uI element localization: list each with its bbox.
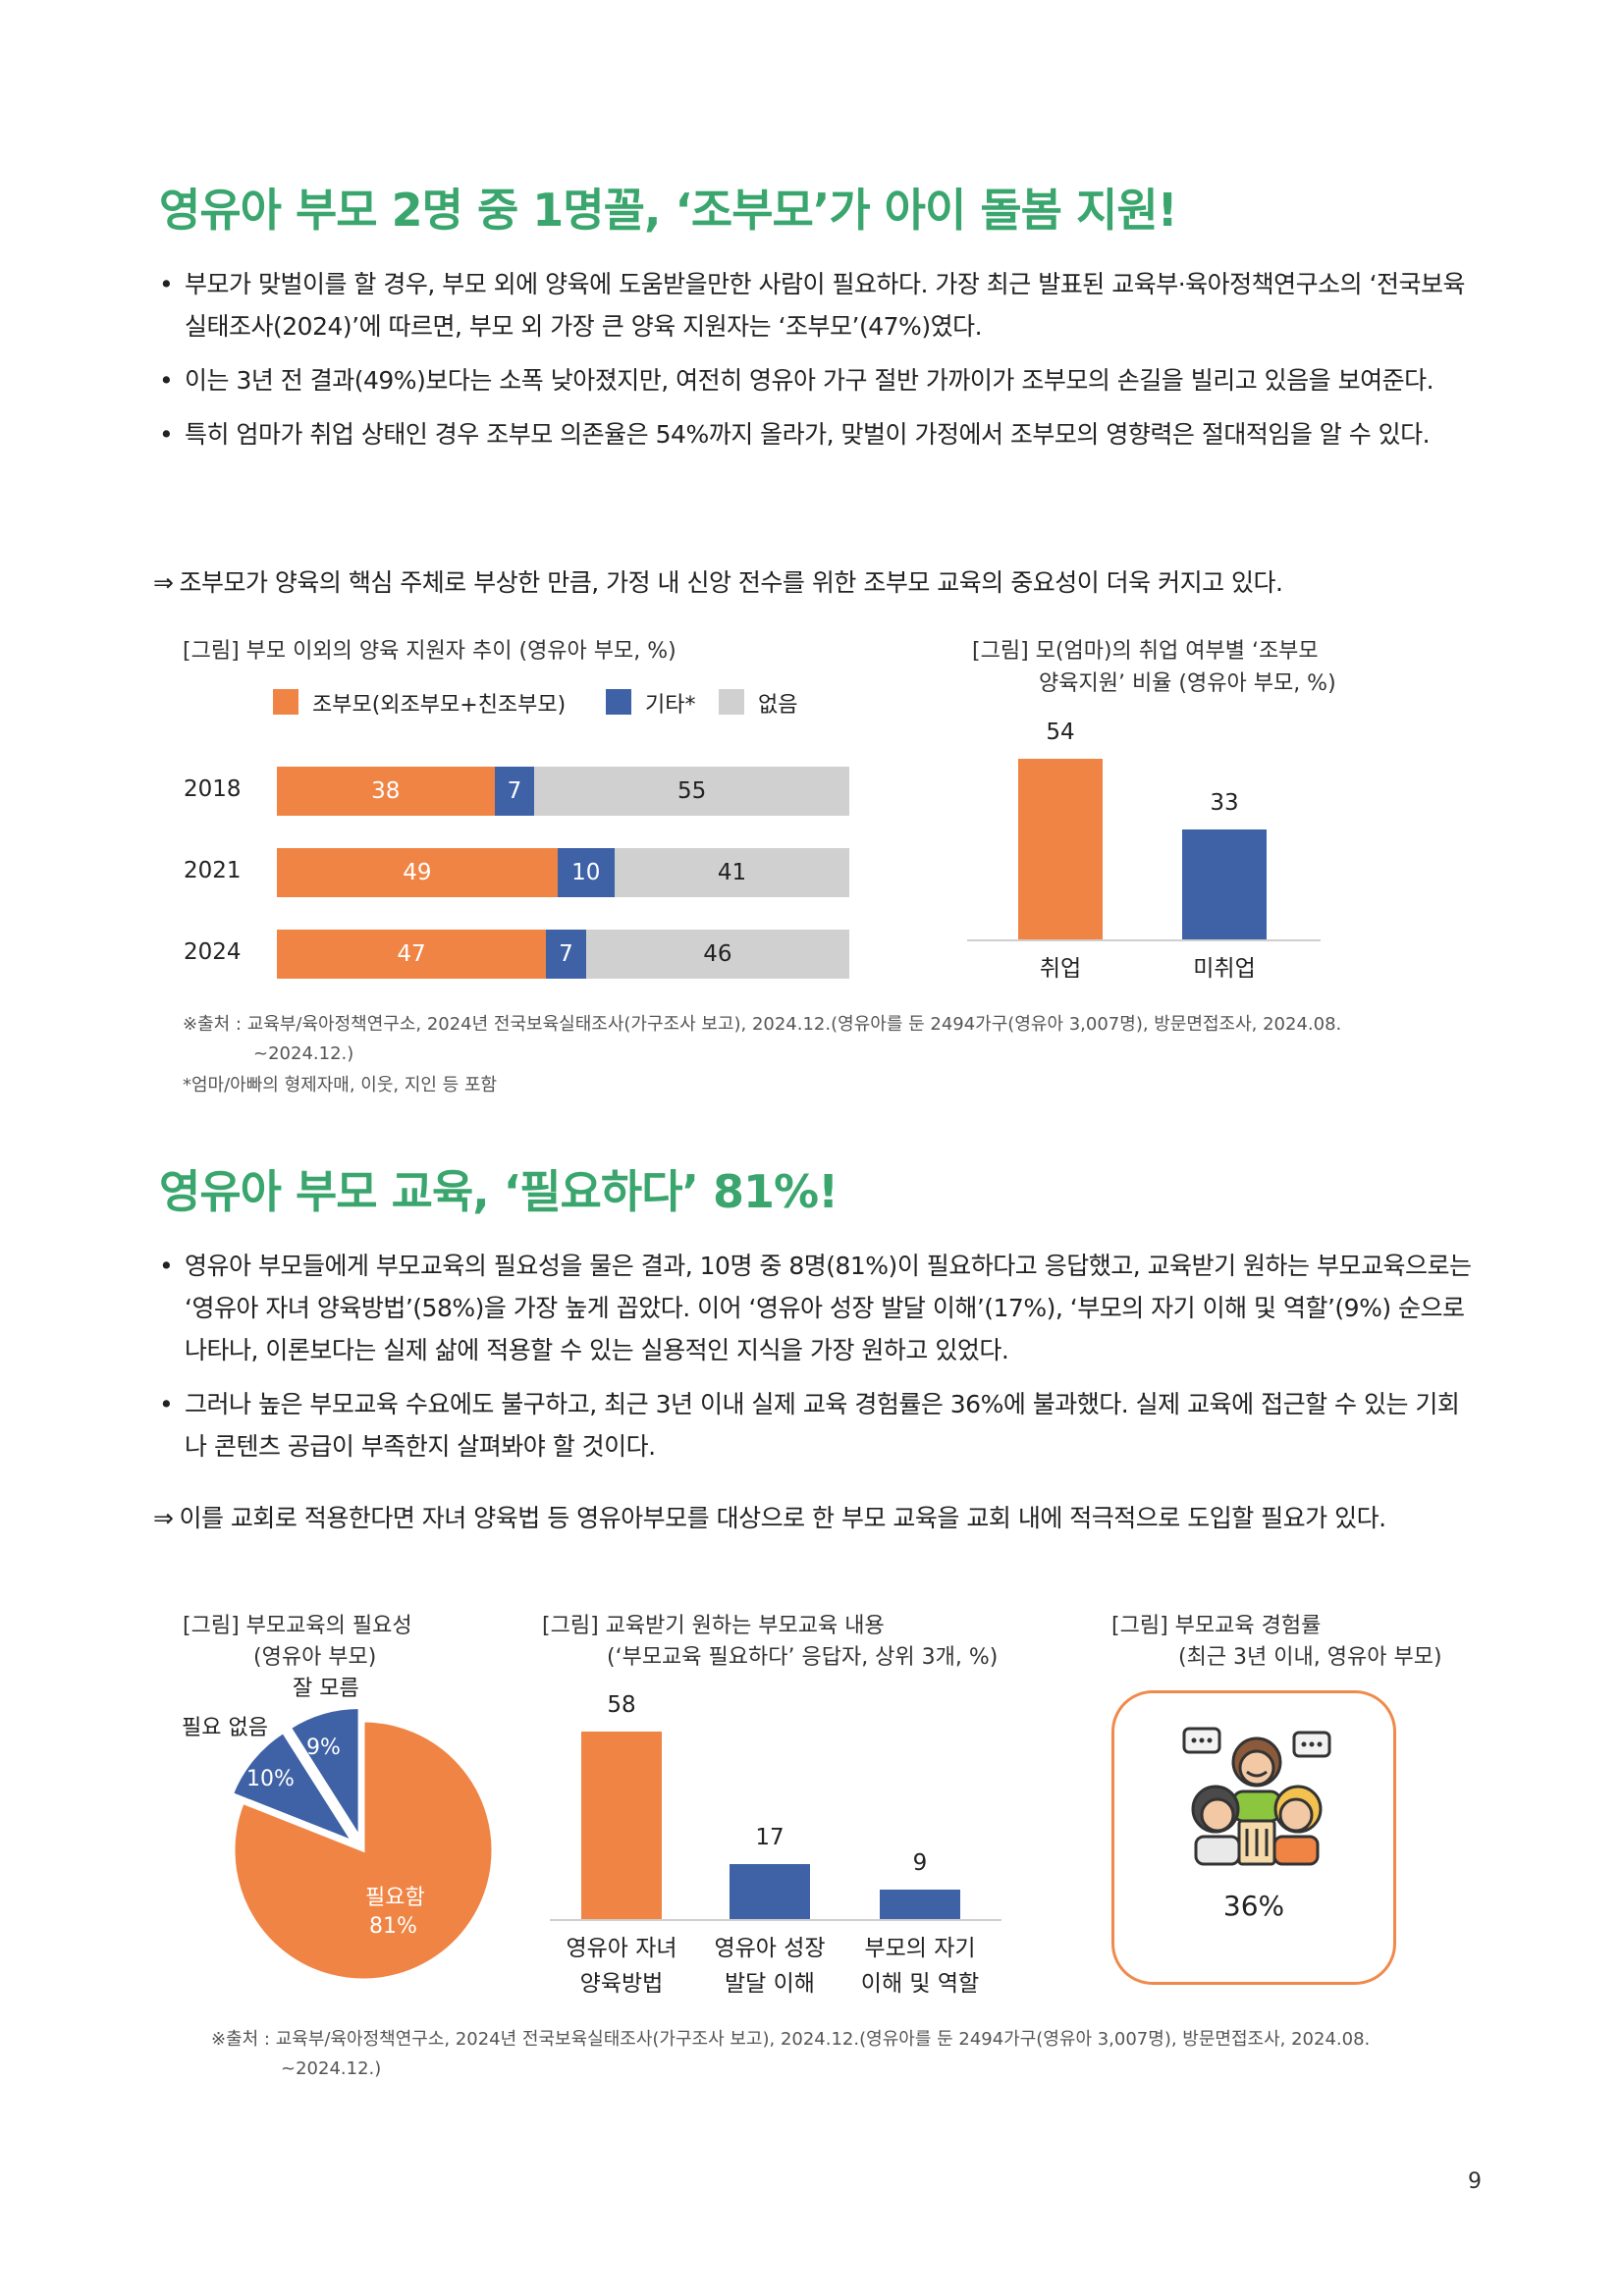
- section2-conclusion: ⇒ 이를 교회로 적용한다면 자녀 양육법 등 영유아부모를 대상으로 한 부모 …: [153, 1497, 1484, 1539]
- bar: [581, 1731, 662, 1919]
- year-label: 2024: [184, 939, 242, 965]
- bar: [1018, 759, 1103, 939]
- pie-label-dontknow: 잘 모름: [293, 1677, 359, 1701]
- chart3-title-line1: [그림] 부모교육의 필요성: [183, 1614, 412, 1638]
- section2-bullets: 영유아 부모들에게 부모교육의 필요성을 물은 결과, 10명 중 8명(81%…: [159, 1245, 1480, 1479]
- experience-box: 36%: [1111, 1690, 1396, 1985]
- bar-value-label: 9: [912, 1850, 928, 1877]
- arrow-icon: ⇒: [153, 568, 174, 597]
- pie-value-notneeded: 10%: [246, 1767, 295, 1791]
- section2-heading: 영유아 부모 교육, ‘필요하다’ 81%!: [159, 1165, 839, 1218]
- bar-segment: 49: [277, 848, 558, 897]
- section1-source-cont: ~2024.12.): [253, 1043, 354, 1064]
- category-label-group: 취업: [982, 951, 1139, 987]
- category-label: 취업: [1039, 956, 1082, 982]
- section2-source-cont: ~2024.12.): [281, 2058, 382, 2079]
- year-label: 2021: [184, 858, 242, 883]
- pie-slice: [232, 1719, 495, 1982]
- category-label: 영유아 자녀: [566, 1936, 677, 1961]
- conclusion-text: 이를 교회로 적용한다면 자녀 양육법 등 영유아부모를 대상으로 한 부모 교…: [179, 1504, 1386, 1532]
- arrow-icon: ⇒: [153, 1504, 174, 1532]
- section1-source: ※출처 : 교육부/육아정책연구소, 2024년 전국보육실태조사(가구조사 보…: [183, 1014, 1342, 1035]
- bar-segment: 47: [277, 930, 546, 979]
- legend-label-none: 없음: [758, 693, 798, 718]
- category-label: 미취업: [1193, 956, 1256, 982]
- pie-label-notneeded: 필요 없음: [182, 1716, 268, 1740]
- pie-value-dontknow: 9%: [306, 1735, 341, 1760]
- bullet-item: 부모가 맞벌이를 할 경우, 부모 외에 양육에 도움받을만한 사람이 필요하다…: [159, 263, 1480, 347]
- chart2-title-line2: 양육지원’ 비율 (영유아 부모, %): [1039, 671, 1336, 696]
- section1-heading: 영유아 부모 2명 중 1명꼴, ‘조부모’가 아이 돌봄 지원!: [159, 184, 1178, 237]
- bullet-item: 특히 엄마가 취업 상태인 경우 조부모 의존율은 54%까지 올라가, 맞벌이…: [159, 413, 1480, 455]
- x-axis-line: [550, 1919, 1001, 1921]
- chart1-title: [그림] 부모 이외의 양육 지원자 추이 (영유아 부모, %): [183, 639, 676, 664]
- category-label-group: 미취업: [1146, 951, 1303, 987]
- bullet-item: 이는 3년 전 결과(49%)보다는 소폭 낮아졌지만, 여전히 영유아 가구 …: [159, 359, 1480, 401]
- section1-bullets: 부모가 맞벌이를 할 경우, 부모 외에 양육에 도움받을만한 사람이 필요하다…: [159, 263, 1480, 467]
- bar-segment: 38: [277, 767, 495, 816]
- pie-slice: [288, 1706, 361, 1842]
- section2-source: ※출처 : 교육부/육아정책연구소, 2024년 전국보육실태조사(가구조사 보…: [211, 2029, 1371, 2050]
- conclusion-text: 조부모가 양육의 핵심 주체로 부상한 만큼, 가정 내 신앙 전수를 위한 조…: [179, 568, 1283, 597]
- bar-segment: 41: [614, 848, 849, 897]
- legend-swatch-other: [606, 689, 631, 715]
- bullet-item: 영유아 부모들에게 부모교육의 필요성을 물은 결과, 10명 중 8명(81%…: [159, 1245, 1480, 1371]
- category-label: 양육방법: [579, 1971, 664, 1997]
- pie-chart: [230, 1706, 495, 1982]
- x-axis-line: [967, 939, 1321, 941]
- category-label: 영유아 성장: [714, 1936, 826, 1961]
- section1-note: *엄마/아빠의 형제자매, 이웃, 지인 등 포함: [183, 1075, 498, 1095]
- pie-label-needed: 필요함: [365, 1886, 425, 1910]
- legend-swatch-none: [719, 689, 744, 715]
- bar-segment: 55: [534, 767, 849, 816]
- bar-value-label: 17: [755, 1824, 784, 1850]
- chart4-title-line2: (‘부모교육 필요하다’ 응답자, 상위 3개, %): [607, 1645, 999, 1670]
- bar-segment: 7: [494, 767, 535, 816]
- pie-slice: [230, 1730, 356, 1845]
- page-number: 9: [1468, 2169, 1482, 2194]
- bar-segment: 7: [546, 930, 586, 979]
- experience-title-line1: [그림] 부모교육 경험률: [1111, 1614, 1322, 1638]
- bar: [880, 1890, 960, 1919]
- bar-value-label: 33: [1210, 789, 1239, 816]
- bar-value-label: 58: [607, 1691, 636, 1718]
- section1-conclusion: ⇒ 조부모가 양육의 핵심 주체로 부상한 만큼, 가정 내 신앙 전수를 위한 …: [153, 561, 1484, 604]
- experience-title-line2: (최근 3년 이내, 영유아 부모): [1178, 1645, 1442, 1670]
- experience-value: 36%: [1222, 1890, 1285, 1922]
- bar-segment: 10: [557, 848, 615, 897]
- category-label: 발달 이해: [725, 1971, 815, 1997]
- chart4-title-line1: [그림] 교육받기 원하는 부모교육 내용: [542, 1614, 885, 1638]
- category-label: 이해 및 역할: [860, 1971, 980, 1997]
- bar-segment: 46: [585, 930, 849, 979]
- year-label: 2018: [184, 776, 242, 802]
- category-label: 부모의 자기: [864, 1936, 976, 1961]
- chart3-title-line2: (영유아 부모): [253, 1645, 377, 1670]
- legend-label-grandparents: 조부모(외조부모+친조부모): [312, 693, 567, 718]
- bar: [1182, 828, 1267, 939]
- pie-value-needed: 81%: [369, 1914, 417, 1939]
- bar-value-label: 54: [1046, 720, 1075, 746]
- chart2-title-line1: [그림] 모(엄마)의 취업 여부별 ‘조부모: [972, 639, 1319, 664]
- parents-education-icon: [1182, 1727, 1331, 1866]
- bullet-item: 그러나 높은 부모교육 수요에도 불구하고, 최근 3년 이내 실제 교육 경험…: [159, 1383, 1480, 1468]
- legend-swatch-grandparents: [273, 689, 298, 715]
- legend-label-other: 기타*: [645, 693, 696, 718]
- bar: [730, 1863, 810, 1919]
